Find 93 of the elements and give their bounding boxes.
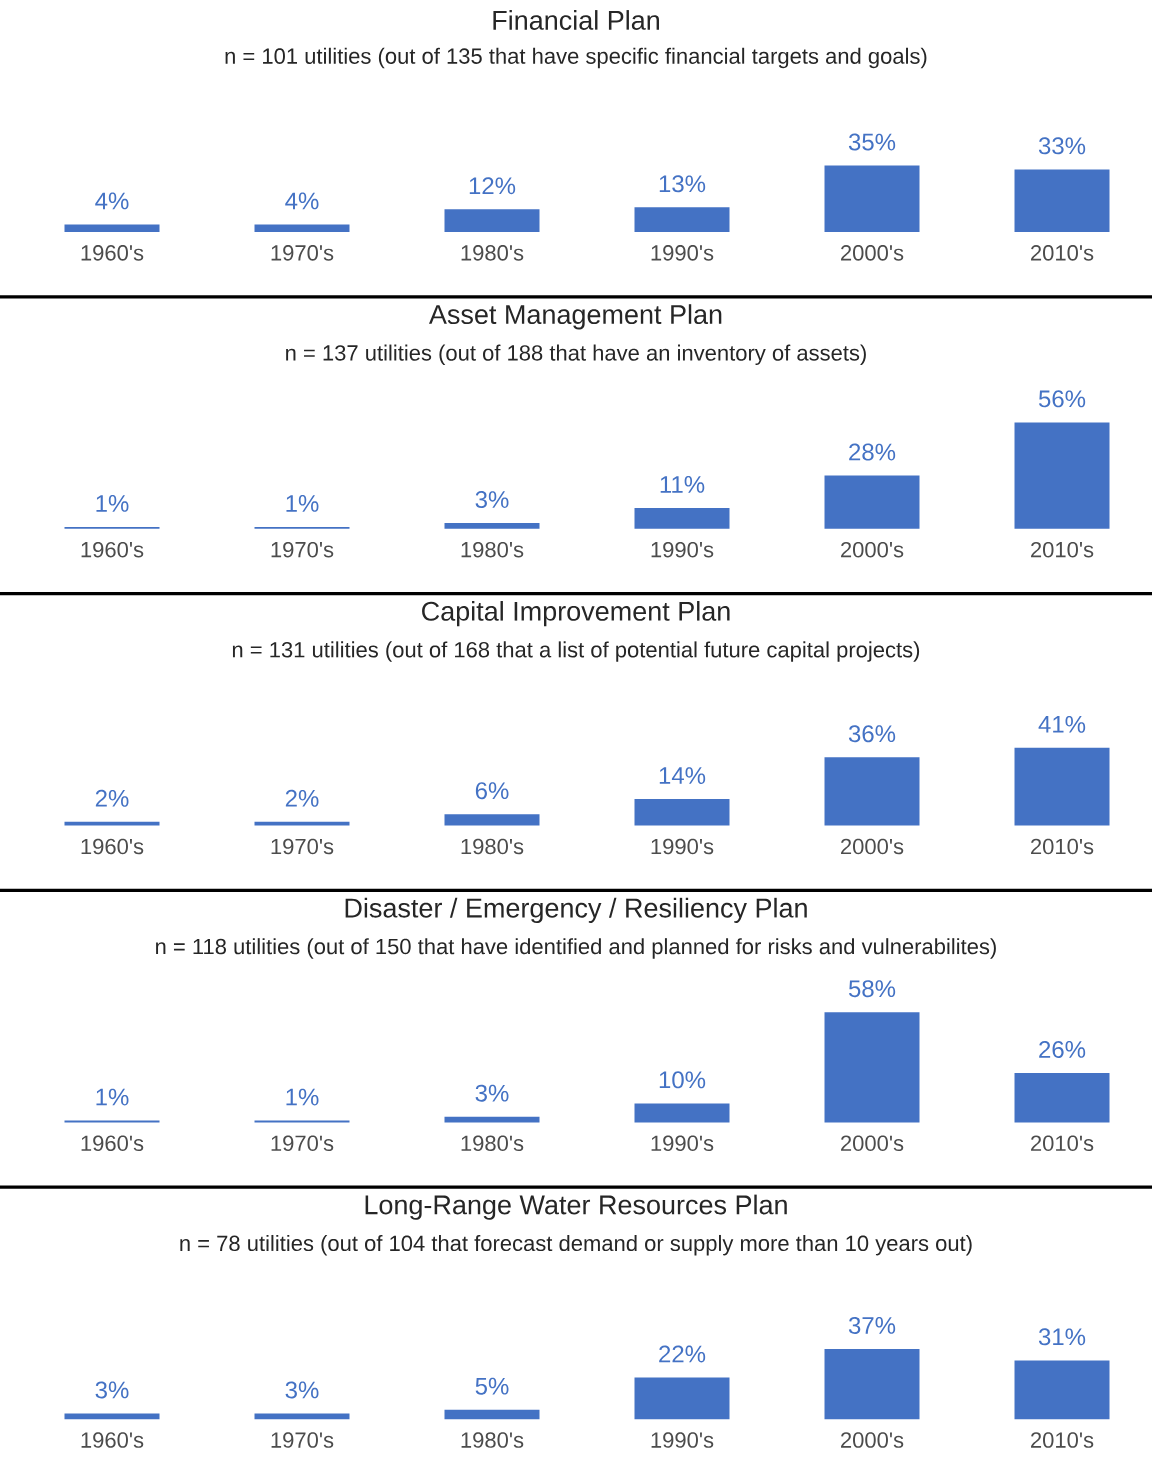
bar (634, 207, 730, 232)
x-tick-label: 1970's (271, 1432, 334, 1448)
data-label: 3% (285, 1381, 319, 1399)
bar (254, 821, 350, 826)
chart-title: Asset Management Plan (428, 304, 722, 330)
chart-subtitle: n = 118 utilities (out of 150 that have identified and planned for risks and vulnerabilites) (156, 938, 996, 959)
data-label: 10% (659, 1071, 706, 1089)
data-label: 2% (95, 789, 129, 807)
x-tick-label: 1980's (461, 1432, 524, 1448)
x-tick-label: 2000's (841, 1135, 904, 1152)
data-label: 31% (1038, 1328, 1086, 1346)
bar (1014, 1360, 1110, 1420)
x-tick-label: 1980's (461, 838, 524, 855)
x-tick-label: 1960's (81, 245, 144, 261)
data-label: 3% (95, 1381, 129, 1399)
data-label: 1% (96, 495, 129, 512)
x-tick-label: 1970's (271, 1135, 334, 1152)
bar (634, 1103, 730, 1123)
bar (824, 757, 920, 826)
data-label: 3% (475, 1084, 509, 1102)
data-label: 3% (475, 491, 509, 509)
bar (634, 1377, 730, 1420)
bar (444, 814, 540, 826)
chart-subtitle: n = 131 utilities (out of 168 that a list of potential future capital projects) (232, 641, 920, 662)
data-label: 5% (475, 1377, 509, 1395)
bar (64, 821, 160, 826)
bar (444, 523, 540, 529)
x-tick-label: 2000's (841, 838, 904, 855)
x-tick-label: 1970's (271, 245, 334, 261)
x-tick-label: 1970's (271, 541, 334, 558)
bar (254, 224, 350, 232)
x-tick-label: 2010's (1031, 838, 1094, 855)
chart-title: Financial Plan (493, 10, 659, 30)
data-label: 28% (849, 443, 896, 461)
x-tick-label: 1970's (271, 838, 334, 855)
x-tick-label: 1960's (81, 541, 144, 558)
data-label: 12% (469, 177, 516, 195)
data-label: 58% (848, 980, 896, 998)
data-label: 56% (1038, 390, 1086, 408)
chart-subtitle: n = 101 utilities (out of 135 that have specific financial targets and goals) (225, 47, 927, 69)
x-tick-label: 1980's (461, 1135, 524, 1152)
bar (1014, 422, 1110, 529)
x-tick-label: 2010's (1031, 245, 1094, 261)
data-label: 33% (1038, 137, 1086, 155)
data-label: 13% (659, 175, 706, 193)
bar (1014, 169, 1110, 232)
bar (444, 209, 540, 232)
data-label: 1% (286, 495, 319, 512)
data-label: 4% (95, 192, 129, 210)
x-tick-label: 2010's (1031, 1135, 1094, 1152)
data-label: 1% (96, 1088, 129, 1106)
data-label: 35% (848, 133, 896, 151)
x-tick-label: 2000's (841, 245, 904, 261)
chart-title: Long-Range Water Resources Plan (365, 1194, 787, 1220)
bar (634, 507, 730, 529)
data-label: 26% (1039, 1040, 1086, 1058)
x-tick-label: 2000's (841, 1432, 904, 1448)
x-tick-label: 2010's (1031, 1432, 1094, 1448)
x-tick-label: 1960's (81, 838, 144, 855)
x-tick-label: 1990's (651, 541, 714, 558)
chart-title: Disaster / Emergency / Resiliency Plan (345, 897, 807, 923)
bar (1014, 747, 1110, 826)
bar (634, 799, 730, 826)
bar (824, 1012, 920, 1123)
chart-subtitle: n = 78 utilities (out of 104 that forecast demand or supply more than 10 years out) (180, 1234, 972, 1256)
data-label: 11% (660, 476, 705, 493)
x-tick-label: 1990's (651, 1135, 714, 1152)
x-tick-label: 2010's (1031, 541, 1094, 558)
data-label: 36% (848, 725, 896, 743)
x-tick-label: 1990's (651, 1432, 714, 1448)
bar (444, 1409, 540, 1420)
data-label: 2% (285, 789, 319, 807)
data-label: 4% (285, 192, 319, 210)
data-label: 41% (1038, 715, 1086, 733)
bar (824, 1349, 920, 1420)
bar (824, 475, 920, 529)
chart-title: Capital Improvement Plan (422, 601, 730, 627)
x-tick-label: 1990's (651, 245, 714, 261)
x-tick-label: 2000's (841, 541, 904, 558)
data-label: 37% (848, 1316, 896, 1334)
x-tick-label: 1980's (461, 541, 524, 558)
data-label: 14% (659, 767, 706, 784)
bar (64, 224, 160, 232)
chart-subtitle: n = 137 utilities (out of 188 that have an inventory of assets) (286, 344, 866, 366)
x-tick-label: 1990's (651, 838, 714, 855)
data-label: 6% (475, 782, 509, 800)
data-label: 22% (659, 1345, 706, 1363)
bar (824, 165, 920, 232)
x-tick-label: 1960's (81, 1432, 144, 1448)
x-tick-label: 1960's (81, 1135, 144, 1152)
x-tick-label: 1980's (461, 245, 524, 261)
bar (1014, 1073, 1110, 1123)
data-label: 1% (286, 1088, 319, 1106)
